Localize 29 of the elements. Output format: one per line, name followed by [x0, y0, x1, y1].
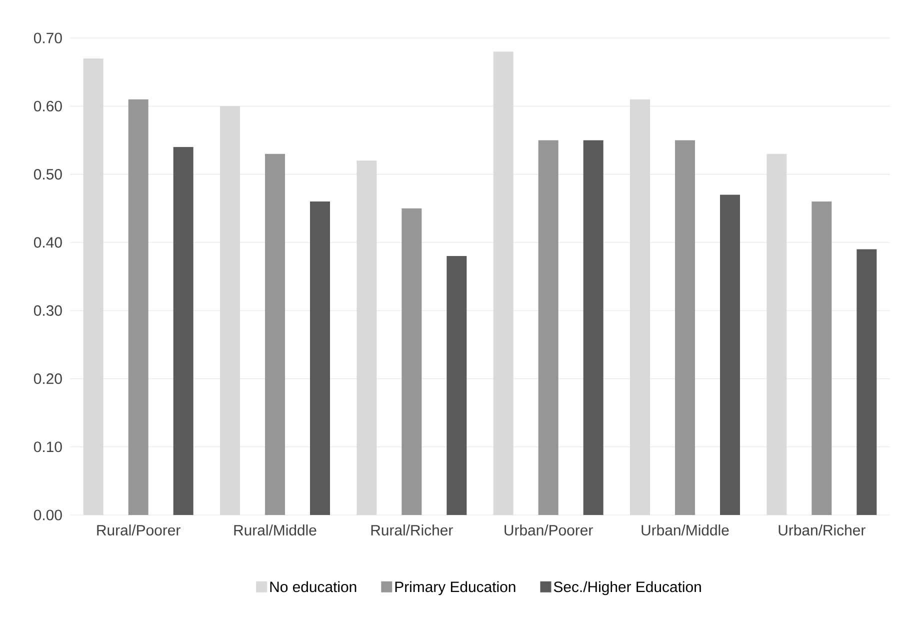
legend-label: Sec./Higher Education: [554, 581, 701, 596]
bar: [402, 208, 422, 515]
legend-label: No education: [270, 581, 356, 592]
bar: [583, 140, 604, 515]
bar: [812, 202, 832, 515]
y-tick-label: 0.20: [34, 373, 62, 384]
bar: [538, 140, 558, 515]
legend-label: Primary Education: [395, 581, 516, 596]
y-tick-label: 0.40: [34, 237, 62, 248]
x-tick-label: Urban/Middle: [642, 524, 729, 536]
x-tick-label: Rural/Richer: [371, 524, 453, 536]
bar: [265, 154, 286, 515]
x-tick-label: Urban/Poorer: [504, 524, 593, 536]
y-tick-label: 0.00: [34, 510, 62, 520]
bar: [310, 202, 330, 515]
bar: [856, 249, 877, 515]
bar: [446, 256, 467, 515]
bar: [720, 194, 740, 515]
x-tick-label: Urban/Richer: [778, 524, 866, 536]
x-tick-label: Rural/Poorer: [97, 524, 180, 536]
y-tick-label: 0.10: [34, 442, 62, 452]
bar: [675, 140, 696, 515]
bar: [173, 147, 194, 515]
y-tick-label: 0.30: [34, 305, 62, 316]
y-tick-label: 0.60: [34, 100, 62, 112]
y-tick-label: 0.50: [34, 168, 62, 180]
y-tick-label: 0.70: [34, 32, 62, 44]
bar: [128, 99, 148, 515]
x-tick-label: Rural/Middle: [234, 524, 316, 536]
